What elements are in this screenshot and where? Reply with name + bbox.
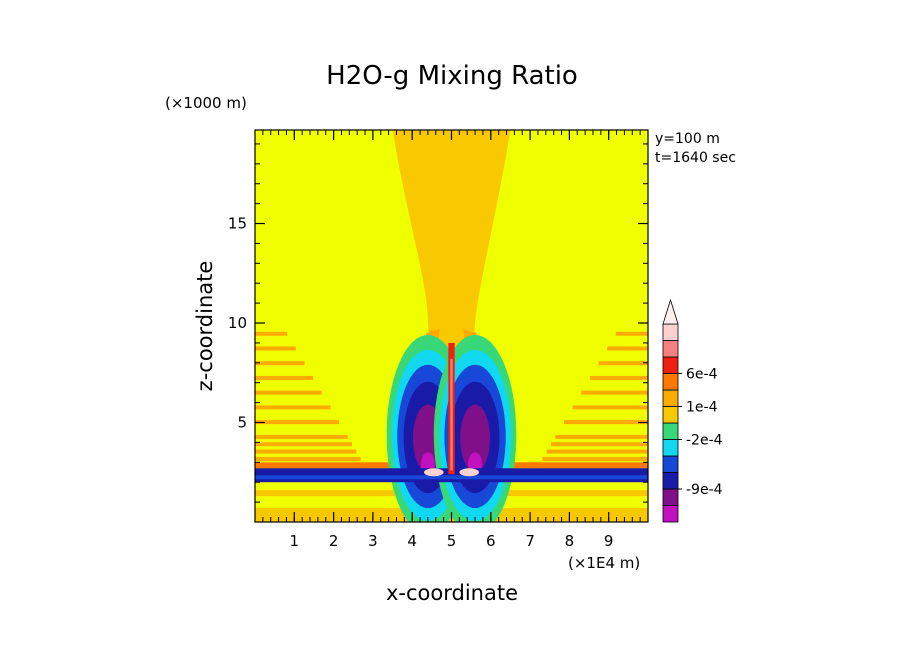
- chart-title: H2O-g Mixing Ratio: [326, 61, 578, 91]
- band-left: [255, 449, 357, 454]
- colorbar-swatch: [662, 422, 679, 440]
- band-right: [607, 346, 648, 351]
- colorbar-tick-label: -2e-4: [686, 433, 723, 449]
- x-tick-label: 4: [407, 532, 417, 550]
- x-tick-label: 1: [290, 532, 300, 550]
- band-left: [255, 390, 322, 395]
- band-left: [255, 442, 353, 447]
- colorbar-tick-label: 1e-4: [686, 400, 718, 416]
- colorbar-swatch: [662, 323, 679, 341]
- band-right: [598, 361, 648, 366]
- contour-field: [255, 130, 648, 522]
- y-axis-label: z-coordinate: [193, 261, 217, 392]
- band-right: [581, 390, 648, 395]
- annotation-y: y=100 m: [655, 131, 720, 147]
- colorbar-tick-label: 6e-4: [686, 367, 718, 383]
- y-axis: 5 10 15: [228, 143, 648, 503]
- colorbar-swatch: [662, 406, 679, 424]
- dry-band-core: [255, 475, 648, 480]
- colorbar: -9e-4 -2e-4 1e-4 6e-4: [662, 298, 723, 523]
- plume: [392, 130, 511, 383]
- y-tick-label: 10: [228, 314, 247, 332]
- x-tick-label: 3: [368, 532, 378, 550]
- band-right: [572, 405, 648, 410]
- x-tick-label: 6: [486, 532, 496, 550]
- band-left: [255, 361, 305, 366]
- colorbar-swatch: [662, 373, 679, 391]
- band-right: [615, 331, 648, 336]
- colorbar-swatch: [662, 389, 679, 407]
- colorbar-extend-arrow: [662, 298, 679, 325]
- colorbar-swatch: [662, 439, 679, 457]
- x-axis: 1 2 3 4 5 6 7 8 9: [262, 130, 649, 550]
- x-tick-label: 7: [525, 532, 535, 550]
- x-tick-label: 5: [447, 532, 457, 550]
- band-right: [542, 456, 648, 461]
- y-unit-label: (×1000 m): [165, 94, 247, 112]
- band-right: [555, 434, 648, 439]
- x-tick-label: 2: [329, 532, 339, 550]
- band-left: [255, 434, 348, 439]
- tracer-left: [423, 468, 444, 477]
- y-tick-label: 15: [228, 215, 247, 233]
- band-left: [255, 346, 296, 351]
- band-left: [255, 456, 361, 461]
- y-tick-label: 5: [237, 414, 247, 432]
- colorbar-swatch: [662, 455, 679, 473]
- colorbar-swatch: [662, 340, 679, 358]
- tracer-right: [459, 468, 480, 477]
- colorbar-swatch: [662, 472, 679, 490]
- band-left: [255, 405, 331, 410]
- x-tick-label: 8: [565, 532, 575, 550]
- x-axis-label: x-coordinate: [386, 581, 518, 605]
- band-right: [546, 449, 648, 454]
- updraft-center: [450, 358, 453, 471]
- x-tick-label: 9: [604, 532, 614, 550]
- band-left: [255, 331, 288, 336]
- colorbar-swatch: [662, 488, 679, 506]
- colorbar-swatch: [662, 356, 679, 374]
- cell-right: [460, 404, 491, 473]
- band-left: [255, 420, 340, 425]
- annotation-t: t=1640 sec: [655, 150, 736, 166]
- x-unit-label: (×1E4 m): [568, 554, 640, 572]
- band-right: [563, 420, 648, 425]
- band-right: [589, 375, 648, 380]
- colorbar-swatch: [662, 505, 679, 523]
- band-left: [255, 375, 314, 380]
- colorbar-tick-label: -9e-4: [686, 482, 723, 498]
- band-right: [550, 442, 648, 447]
